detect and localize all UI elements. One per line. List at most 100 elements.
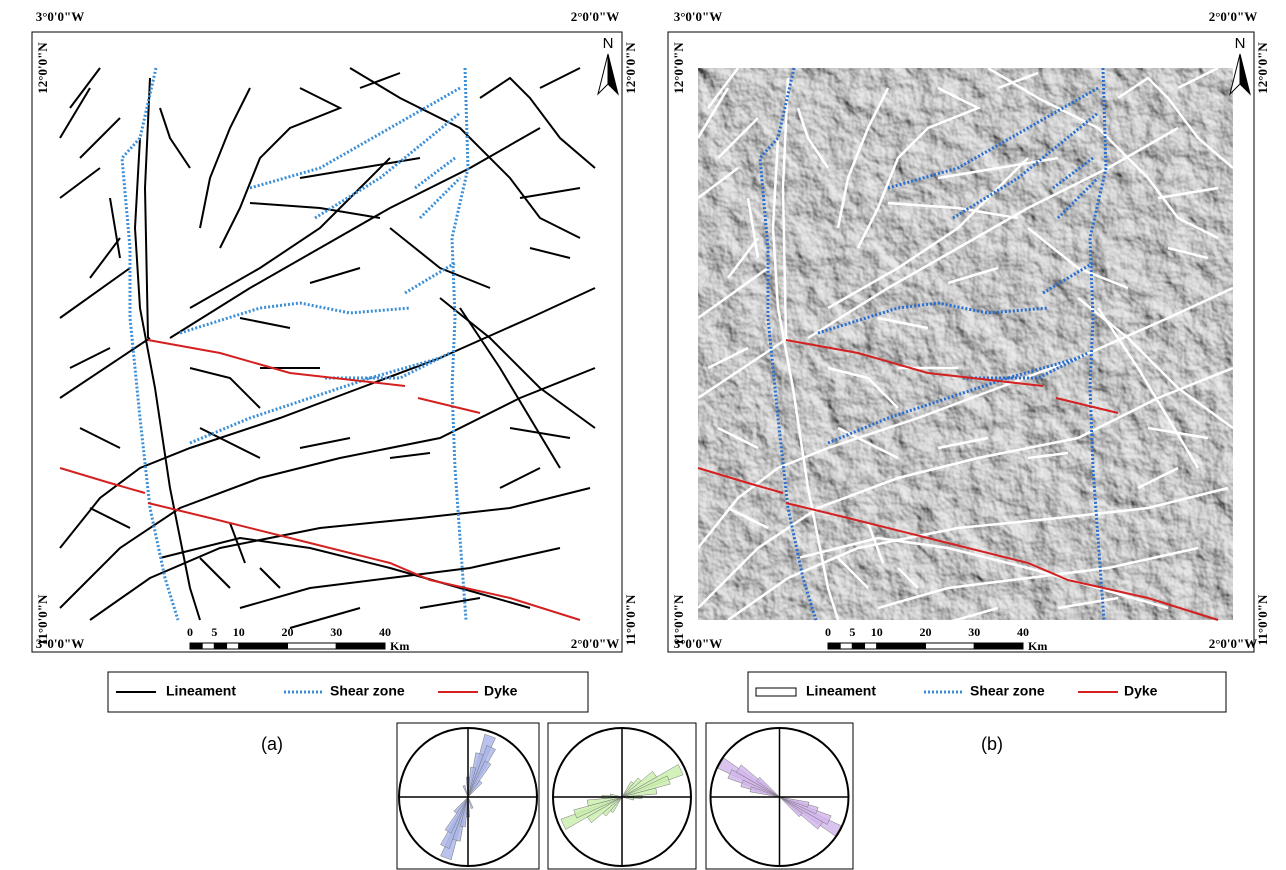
coord-label: 11°0'0"N xyxy=(35,594,50,645)
scale-label: 20 xyxy=(282,625,294,639)
lineament xyxy=(310,268,360,283)
legend-symbol xyxy=(756,688,796,696)
panel-label: (b) xyxy=(981,734,1003,754)
legend-label: Shear zone xyxy=(970,683,1045,699)
scale-bar-segment xyxy=(974,643,1023,649)
lineament xyxy=(300,438,350,448)
scale-label: 5 xyxy=(211,625,217,639)
coord-label: 11°0'0"N xyxy=(1255,594,1270,645)
north-arrow xyxy=(1240,54,1250,94)
scale-bar-segment xyxy=(336,643,385,649)
coord-label: 3°0'0"W xyxy=(674,9,723,24)
scale-bar-segment xyxy=(239,643,288,649)
scale-bar-segment xyxy=(852,643,864,649)
lineament xyxy=(420,598,480,608)
shear-zone xyxy=(452,68,468,620)
scale-bar-segment xyxy=(865,643,877,649)
shear-zone xyxy=(250,88,460,188)
lineament xyxy=(540,68,580,88)
lineament xyxy=(145,78,150,338)
scale-bar-segment xyxy=(840,643,852,649)
scale-bar-segment xyxy=(190,643,202,649)
lineament xyxy=(200,88,250,228)
scale-unit: Km xyxy=(1028,639,1047,653)
legend-label: Lineament xyxy=(806,683,876,699)
lineament xyxy=(190,158,390,308)
scale-bar-segment xyxy=(227,643,239,649)
lineament xyxy=(240,318,290,328)
scale-bar-segment xyxy=(288,643,337,649)
lineament xyxy=(60,168,100,198)
lineament xyxy=(60,288,595,548)
shear-zone xyxy=(415,158,455,188)
map-body xyxy=(698,68,1233,628)
map-body xyxy=(60,68,595,628)
rose-diagram xyxy=(548,723,696,869)
lineament xyxy=(70,68,100,108)
scale-label: 30 xyxy=(968,625,980,639)
scale-bar-segment xyxy=(877,643,926,649)
dyke xyxy=(418,398,480,413)
north-label: N xyxy=(603,35,614,52)
lineament xyxy=(170,128,540,338)
scale-bar-segment xyxy=(828,643,840,649)
lineament xyxy=(200,428,260,458)
scale-label: 40 xyxy=(379,625,391,639)
lineament xyxy=(290,608,360,628)
scale-label: 0 xyxy=(825,625,831,639)
coord-label: 11°0'0"N xyxy=(623,594,638,645)
shear-zone xyxy=(405,263,455,293)
scale-label: 10 xyxy=(233,625,245,639)
coord-label: 12°0'0"N xyxy=(671,42,686,94)
coord-label: 12°0'0"N xyxy=(623,42,638,94)
north-label: N xyxy=(1235,35,1246,52)
rose-diagram xyxy=(706,723,853,869)
dyke xyxy=(60,468,145,493)
shear-zone xyxy=(190,358,440,443)
lineament xyxy=(200,558,230,588)
coord-label: 3°0'0"W xyxy=(36,9,85,24)
map-frame xyxy=(32,32,622,652)
lineament xyxy=(480,78,595,168)
legend-label: Dyke xyxy=(1124,683,1158,699)
north-arrow xyxy=(608,54,618,94)
coord-label: 11°0'0"N xyxy=(671,594,686,645)
lineament xyxy=(530,248,570,258)
scale-label: 0 xyxy=(187,625,193,639)
lineament xyxy=(500,468,540,488)
north-arrow xyxy=(598,54,608,94)
lineament xyxy=(390,453,430,458)
lineament xyxy=(90,508,130,528)
legend-label: Lineament xyxy=(166,683,236,699)
lineament xyxy=(60,368,595,608)
lineament xyxy=(160,108,190,168)
scale-bar-segment xyxy=(202,643,214,649)
lineament xyxy=(250,203,380,218)
lineament xyxy=(190,368,260,408)
legend-label: Shear zone xyxy=(330,683,405,699)
panel-label: (a) xyxy=(261,734,283,754)
lineament xyxy=(80,118,120,158)
lineament xyxy=(70,348,110,368)
coord-label: 2°0'0"W xyxy=(1209,636,1258,651)
lineament xyxy=(90,238,120,278)
coord-label: 12°0'0"N xyxy=(1255,42,1270,94)
lineament xyxy=(80,428,120,448)
shear-zone xyxy=(315,113,460,218)
lineament xyxy=(520,188,580,198)
scale-label: 40 xyxy=(1017,625,1029,639)
scale-label: 10 xyxy=(871,625,883,639)
scale-bar-segment xyxy=(214,643,226,649)
coord-label: 2°0'0"W xyxy=(571,9,620,24)
coord-label: 2°0'0"W xyxy=(571,636,620,651)
lineament xyxy=(260,568,280,588)
rose-diagram xyxy=(397,723,539,869)
scale-unit: Km xyxy=(390,639,409,653)
lineament xyxy=(60,88,90,138)
lineament xyxy=(390,228,490,288)
scale-label: 5 xyxy=(849,625,855,639)
lineament xyxy=(60,268,130,318)
coord-label: 12°0'0"N xyxy=(35,42,50,94)
